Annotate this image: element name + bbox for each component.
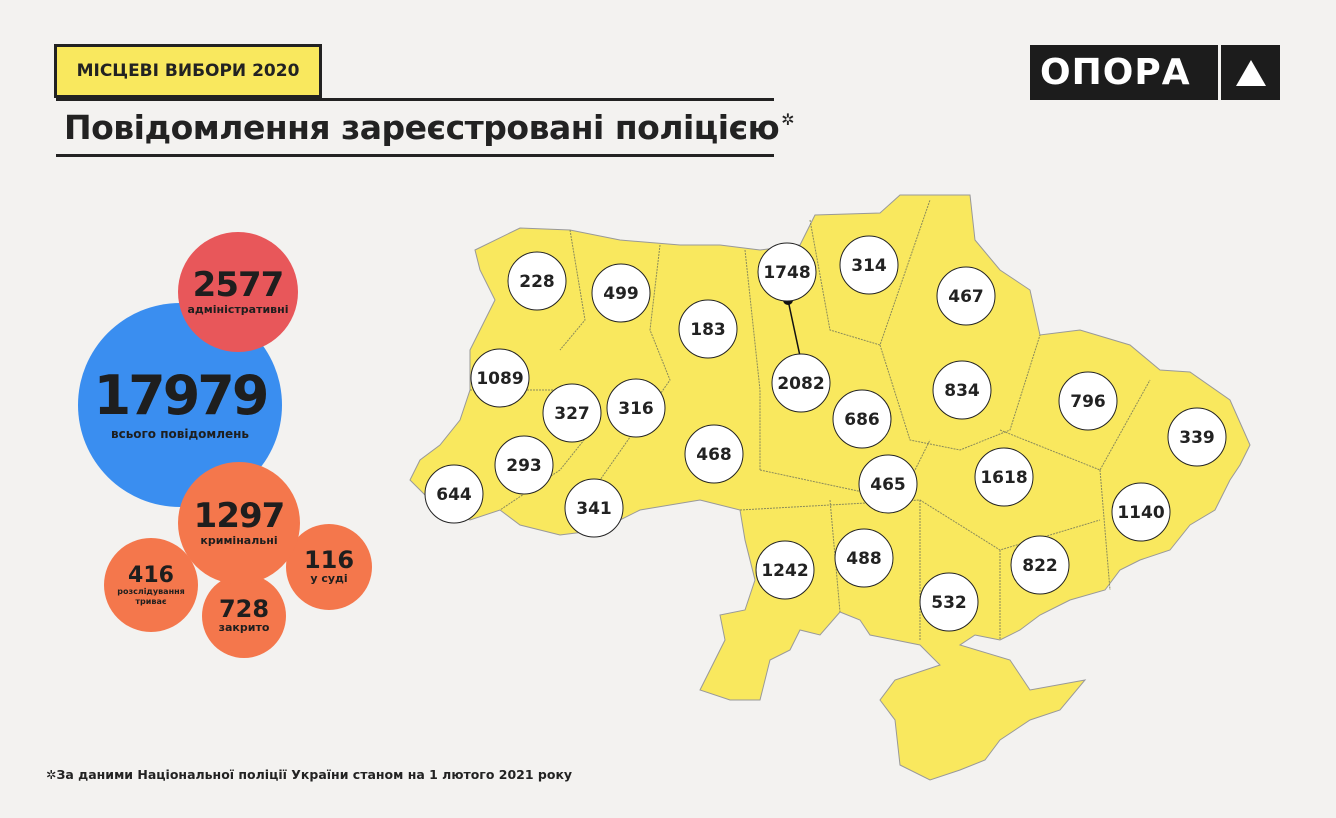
kyiv-connector <box>787 299 801 357</box>
region-value: 796 <box>1070 392 1106 412</box>
region-marker <box>936 266 996 326</box>
region-marker <box>974 447 1034 507</box>
closed-bubble: 728 закрито <box>202 574 286 658</box>
total-label: всього повідомлень <box>110 427 250 442</box>
title-text: Повідомлення зареєстровані поліцією <box>64 108 780 147</box>
divider-top <box>56 98 774 101</box>
investigation-value: 416 <box>128 563 174 589</box>
region-marker <box>858 454 918 514</box>
criminal-label: кримінальні <box>200 533 278 547</box>
region-value: 183 <box>690 320 726 340</box>
region-marker <box>494 435 554 495</box>
region-value: 644 <box>436 485 472 505</box>
court-bubble: 116 у суді <box>286 524 372 610</box>
administrative-bubble: 2577 адміністративні <box>178 232 298 352</box>
region-value: 467 <box>948 287 984 307</box>
criminal-bubble: 1297 кримінальні <box>178 462 300 584</box>
region-marker <box>606 378 666 438</box>
region-value: 1618 <box>980 468 1027 488</box>
logo-text: ОПОРА <box>1040 52 1191 93</box>
region-value: 834 <box>944 381 980 401</box>
region-value: 341 <box>576 499 612 519</box>
region-marker <box>542 383 602 443</box>
region-marker <box>834 528 894 588</box>
region-value: 293 <box>506 456 542 476</box>
court-value: 116 <box>303 546 355 575</box>
region-value: 339 <box>1179 428 1215 448</box>
administrative-label: адміністративні <box>187 302 289 316</box>
region-value: 1140 <box>1117 503 1164 523</box>
criminal-value: 1297 <box>193 495 286 536</box>
region-marker <box>832 389 892 449</box>
region-value: 465 <box>870 475 906 495</box>
region-marker <box>771 353 831 413</box>
administrative-value: 2577 <box>192 264 285 305</box>
region-value: 327 <box>554 404 590 424</box>
region-marker <box>564 478 624 538</box>
logo-separator <box>1218 45 1221 100</box>
asterisk-icon: ✲ <box>781 110 795 129</box>
region-value: 316 <box>618 399 654 419</box>
investigation-bubble: 416 розслідування триває <box>104 538 198 632</box>
region-marker <box>1058 371 1118 431</box>
region-marker <box>1167 407 1227 467</box>
region-value: 314 <box>851 256 887 276</box>
region-marker <box>678 299 738 359</box>
region-value: 1748 <box>763 263 810 283</box>
opora-logo: ОПОРА <box>1030 45 1280 100</box>
region-marker <box>757 242 817 302</box>
region-value: 499 <box>603 284 639 304</box>
region-value: 228 <box>519 272 555 292</box>
court-label: у суді <box>310 572 348 586</box>
region-value: 1089 <box>476 369 523 389</box>
region-value: 822 <box>1022 556 1058 576</box>
region-marker <box>1111 482 1171 542</box>
region-marker <box>1010 535 1070 595</box>
footnote: ✲За даними Національної поліції України … <box>46 767 573 782</box>
region-marker <box>507 251 567 311</box>
closed-value: 728 <box>218 595 270 624</box>
closed-label: закрито <box>218 621 270 635</box>
region-value: 686 <box>844 410 880 430</box>
region-value: 2082 <box>777 374 824 394</box>
region-value: 1242 <box>761 561 808 581</box>
divider-bottom <box>56 154 774 157</box>
region-marker <box>424 464 484 524</box>
region-marker <box>755 540 815 600</box>
investigation-label: розслідування триває <box>117 587 185 606</box>
page-title: Повідомлення зареєстровані поліцією ✲ <box>64 108 795 148</box>
region-marker <box>591 263 651 323</box>
region-marker <box>919 572 979 632</box>
region-marker <box>839 235 899 295</box>
region-marker <box>684 424 744 484</box>
region-value: 488 <box>846 549 882 569</box>
triangle-icon <box>1221 58 1280 88</box>
region-marker <box>470 348 530 408</box>
region-value: 532 <box>931 593 967 613</box>
region-value: 468 <box>696 445 732 465</box>
region-marker <box>932 360 992 420</box>
total-value: 17979 <box>93 363 270 427</box>
campaign-tag: МІСЦЕВІ ВИБОРИ 2020 <box>54 44 322 98</box>
